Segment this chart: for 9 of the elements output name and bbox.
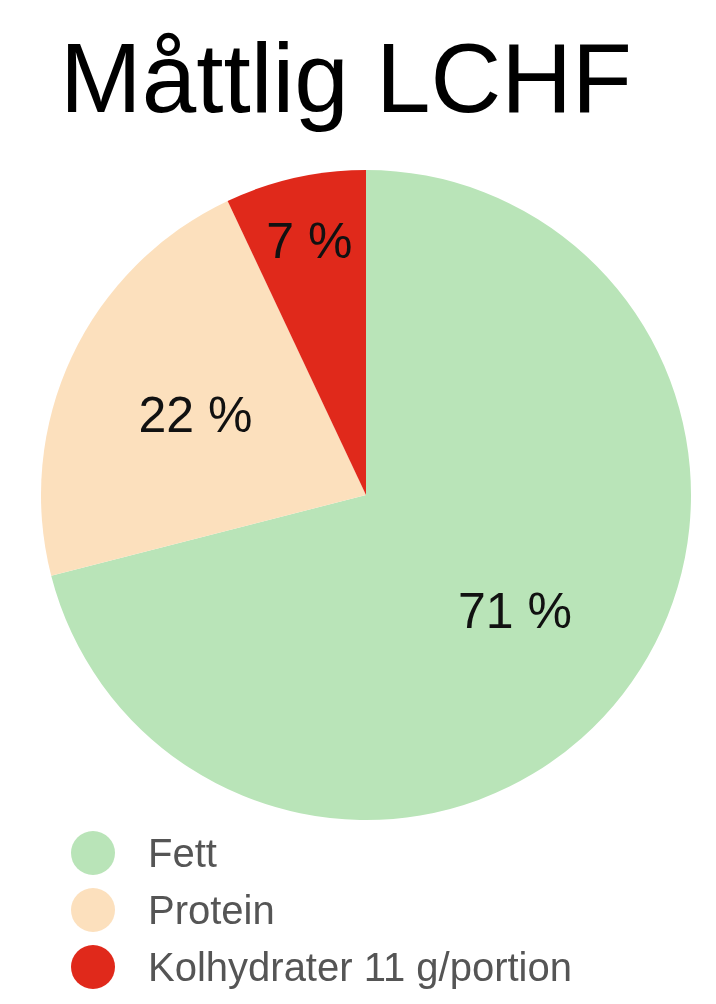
- chart-title: Måttlig LCHF: [60, 23, 632, 133]
- legend-label: Kolhydrater 11 g/portion: [148, 945, 572, 989]
- legend-label: Protein: [148, 888, 275, 932]
- pie-slice: [41, 200, 366, 576]
- data-label: 71 %: [457, 582, 572, 639]
- pie-slice: [51, 170, 691, 820]
- data-label: 7 %: [266, 213, 353, 270]
- data-label: 22 %: [138, 386, 253, 443]
- legend-label: Fett: [148, 831, 217, 875]
